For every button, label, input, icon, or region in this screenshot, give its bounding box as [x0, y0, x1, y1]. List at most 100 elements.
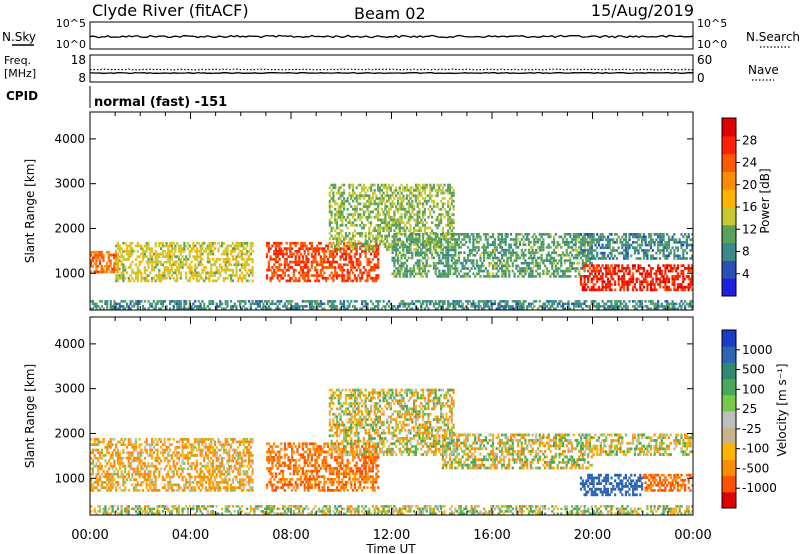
heatmap-cell	[667, 277, 671, 281]
heatmap-cell	[441, 269, 444, 273]
heatmap-cell	[386, 189, 389, 192]
heatmap-cell	[465, 275, 468, 278]
heatmap-cell	[413, 264, 416, 268]
heatmap-cell	[404, 256, 407, 260]
heatmap-cell	[544, 307, 547, 310]
heatmap-cell	[685, 251, 688, 255]
heatmap-cell	[177, 255, 181, 258]
heatmap-cell	[339, 186, 342, 190]
heatmap-cell	[524, 269, 527, 273]
heatmap-cell	[113, 262, 116, 265]
heatmap-cell	[151, 258, 154, 261]
heatmap-cell	[413, 238, 416, 241]
heatmap-cell	[251, 268, 254, 272]
heatmap-cell	[104, 264, 107, 268]
heatmap-cell	[533, 275, 536, 278]
heatmap-cell	[574, 302, 577, 306]
heatmap-cell	[585, 241, 588, 244]
heatmap-cell	[330, 245, 333, 249]
heatmap-cell	[578, 261, 581, 265]
heatmap-cell	[156, 510, 159, 513]
heatmap-cell	[244, 247, 247, 250]
heatmap-cell	[204, 247, 208, 250]
heatmap-cell	[644, 241, 647, 244]
heatmap-cell	[545, 267, 548, 270]
heatmap-cell	[393, 248, 396, 252]
heatmap-cell	[386, 226, 389, 230]
heatmap-cell	[614, 267, 617, 270]
heatmap-cell	[357, 274, 360, 277]
heatmap-cell	[258, 300, 261, 303]
heatmap-cell	[413, 302, 416, 306]
heatmap-cell	[120, 276, 123, 280]
heatmap-cell	[452, 261, 455, 265]
heatmap-cell	[115, 274, 118, 277]
heatmap-cell	[402, 300, 405, 303]
heatmap-cell	[93, 256, 96, 260]
heatmap-cell	[592, 264, 595, 267]
heatmap-cell	[222, 276, 225, 280]
heatmap-cell	[307, 300, 310, 303]
heatmap-cell	[594, 300, 597, 303]
heatmap-cell	[420, 191, 423, 195]
heatmap-cell	[526, 305, 529, 308]
heatmap-cell	[285, 247, 288, 250]
heatmap-cell	[608, 305, 611, 308]
heatmap-cell	[291, 252, 294, 256]
heatmap-cell	[393, 305, 396, 308]
heatmap-cell	[416, 197, 419, 200]
heatmap-cell	[655, 302, 658, 306]
heatmap-cell	[217, 258, 220, 261]
heatmap-cell	[334, 305, 337, 308]
heatmap-cell	[113, 270, 116, 274]
heatmap-cell	[443, 264, 446, 268]
heatmap-cell	[378, 226, 382, 230]
heatmap-cell	[373, 276, 376, 280]
heatmap-cell	[685, 302, 688, 306]
heatmap-cell	[240, 255, 243, 258]
heatmap-cell	[321, 263, 324, 267]
heatmap-cell	[396, 240, 400, 243]
heatmap-cell	[621, 267, 624, 270]
heatmap-cell	[587, 251, 590, 255]
heatmap-cell	[605, 246, 608, 250]
heatmap-cell	[95, 250, 98, 254]
heatmap-cell	[608, 285, 611, 289]
heatmap-cell	[427, 199, 430, 203]
heatmap-cell	[371, 245, 374, 249]
heatmap-cell	[330, 189, 333, 192]
heatmap-cell	[120, 274, 123, 277]
heatmap-cell	[323, 260, 326, 264]
heatmap-cell	[341, 221, 344, 224]
heatmap-cell	[353, 244, 356, 248]
heatmap-cell	[368, 271, 371, 275]
heatmap-cell	[554, 269, 557, 273]
heatmap-cell	[375, 234, 378, 238]
heatmap-cell	[224, 252, 227, 256]
heatmap-cell	[553, 272, 556, 276]
heatmap-cell	[177, 302, 181, 306]
heatmap-cell	[409, 186, 412, 190]
heatmap-cell	[454, 254, 457, 257]
heatmap-cell	[588, 272, 592, 276]
heatmap-cell	[678, 257, 681, 260]
heatmap-cell	[413, 267, 416, 270]
heatmap-cell	[450, 213, 453, 216]
heatmap-cell	[393, 272, 396, 276]
heatmap-cell	[504, 267, 507, 270]
heatmap-cell	[160, 263, 163, 267]
heatmap-cell	[438, 240, 441, 244]
heatmap-cell	[107, 250, 110, 254]
heatmap-cell	[678, 241, 681, 244]
heatmap-cell	[427, 256, 430, 260]
heatmap-cell	[368, 250, 371, 253]
heatmap-cell	[375, 247, 378, 250]
heatmap-cell	[563, 233, 566, 236]
heatmap-cell	[389, 218, 392, 222]
heatmap-cell	[578, 254, 581, 257]
heatmap-cell	[684, 267, 687, 270]
heatmap-cell	[215, 258, 218, 261]
heatmap-cell	[691, 277, 694, 281]
colorbar-tick-label: 12	[742, 222, 757, 236]
heatmap-cell	[644, 277, 647, 281]
